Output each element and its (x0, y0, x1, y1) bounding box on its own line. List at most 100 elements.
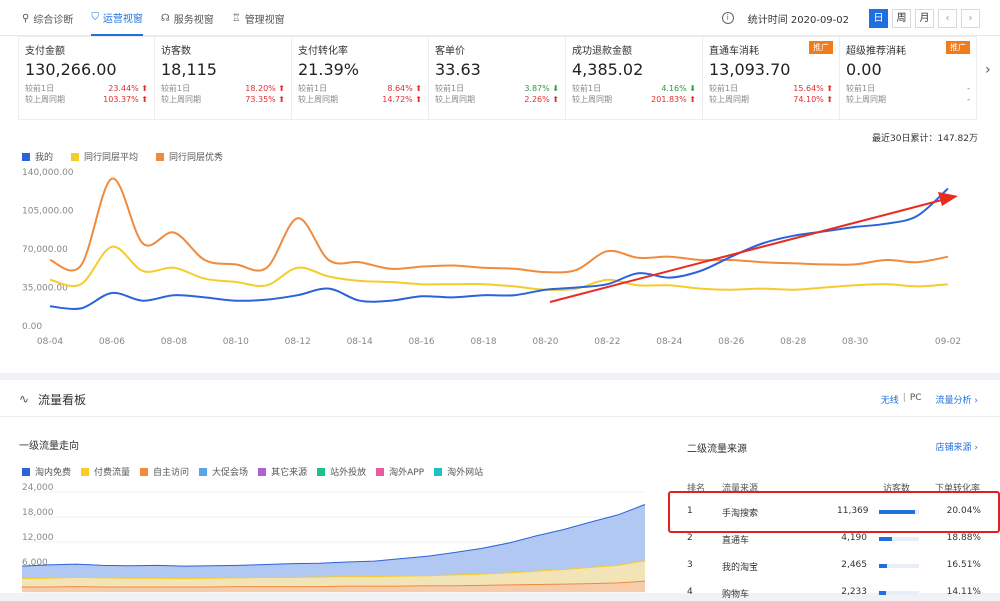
legend-item[interactable]: 站外投放 (317, 465, 366, 478)
compare-value: 8.64% ⬆ (387, 84, 422, 93)
compare-value: 15.64% ⬆ (793, 84, 833, 93)
compare-value: 3.87% ⬇ (524, 84, 559, 93)
nav-diagnosis[interactable]: ⚲ 综合诊断 (22, 0, 73, 36)
nav-service[interactable]: ☊ 服务视窗 (161, 0, 214, 36)
promo-badge[interactable]: 推广 (946, 41, 970, 54)
row-visitor-bar (879, 591, 886, 595)
legend-swatch (434, 467, 443, 476)
area-series-line-0 (21, 504, 646, 567)
compare-value: 73.35% ⬆ (245, 95, 285, 104)
area-series-line-1 (21, 560, 646, 580)
nav-operations[interactable]: ⛉ 运营视窗 (91, 0, 143, 36)
area-series-0 (22, 504, 645, 592)
compare-week: 较上周同期 73.35% ⬆ (161, 94, 285, 105)
compare-value: 2.26% ⬆ (524, 95, 559, 104)
x-tick-label: 09-02 (935, 337, 961, 347)
operations-card: 支付金额 130,266.00 较前1日 23.44% ⬆ 较上周同期 103.37% ⬆… (0, 36, 1000, 373)
compare-label: 较上周同期 (161, 95, 201, 104)
compare-label: 较前1日 (709, 84, 739, 93)
pc-link[interactable]: PC (909, 393, 922, 403)
second-level-source-title: 二级流量来源 (687, 444, 747, 455)
row-visitors: 11,369 (837, 506, 869, 516)
legend-label: 我的 (35, 153, 54, 163)
row-bar-track (879, 564, 919, 568)
legend-item[interactable]: 同行同层优秀 (156, 150, 223, 163)
metric-title: 成功退款金额 (572, 46, 632, 57)
legend-item[interactable]: 付费流量 (81, 465, 130, 478)
metric-title: 客单价 (435, 46, 465, 57)
metric-value: 4,385.02 (572, 60, 644, 79)
legend-label: 淘内免费 (35, 468, 72, 478)
next-date-button[interactable]: › (961, 8, 980, 28)
series-line-2 (49, 177, 949, 274)
compare-week: 较上周同期 14.72% ⬆ (298, 94, 422, 105)
nav-management[interactable]: ♖ 管理视窗 (232, 0, 285, 36)
row-visitors: 2,465 (841, 560, 867, 570)
compare-week: 较上周同期 74.10% ⬆ (709, 94, 833, 105)
legend-label: 站外投放 (330, 468, 367, 478)
trend-chart: 140,000.00 105,000.00 70,000.00 35,000.00 0.… (22, 168, 961, 347)
metric-title: 超级推荐消耗 (846, 46, 906, 57)
table-row[interactable]: 2 直通车 4,190 18.88% (687, 533, 987, 547)
compare-label: 较上周同期 (846, 95, 886, 104)
metric-card[interactable]: 直通车消耗 13,093.70 较前1日 15.64% ⬆ 较上周同期 74.10% ⬆ 推… (703, 36, 840, 120)
period-week-button[interactable]: 周 (892, 8, 911, 28)
promo-badge[interactable]: 推广 (809, 41, 833, 54)
legend-label: 自主访问 (153, 468, 190, 478)
area-series-1 (22, 560, 645, 592)
legend-item[interactable]: 其它来源 (258, 465, 307, 478)
legend-item[interactable]: 淘内免费 (22, 465, 71, 478)
table-row[interactable]: 4 购物车 2,233 14.11% (687, 587, 987, 601)
legend-item[interactable]: 同行同层平均 (71, 150, 138, 163)
compare-week: 较上周同期 201.83% ⬆ (572, 94, 696, 105)
row-rank: 1 (687, 506, 693, 516)
row-source: 直通车 (722, 536, 750, 546)
nav-label: 综合诊断 (33, 14, 74, 26)
shop-source-link[interactable]: 店铺来源 › (935, 443, 978, 453)
flow-analysis-link[interactable]: 流量分析 › (935, 396, 978, 406)
metric-card[interactable]: 支付转化率 21.39% 较前1日 8.64% ⬆ 较上周同期 14.72% ⬆ (292, 36, 429, 120)
row-visitor-bar (879, 510, 915, 514)
info-icon[interactable]: i (721, 12, 734, 24)
row-source: 我的淘宝 (722, 563, 759, 573)
period-day-button[interactable]: 日 (869, 8, 888, 28)
annotation-arrow-line (549, 199, 943, 303)
legend-swatch (81, 467, 90, 476)
next-metrics-icon[interactable]: › (985, 62, 991, 78)
flow-header: ∿ 流量看板 无线 | PC 流量分析 › (0, 380, 1000, 417)
compare-value: - (967, 84, 970, 93)
prev-date-button[interactable]: ‹ (938, 8, 957, 28)
compare-week: 较上周同期 - (846, 94, 970, 105)
x-tick-label: 08-06 (99, 337, 125, 347)
metric-card[interactable]: 支付金额 130,266.00 较前1日 23.44% ⬆ 较上周同期 103.37% ⬆ (18, 36, 155, 120)
row-rate: 18.88% (946, 533, 981, 543)
metric-card[interactable]: 客单价 33.63 较前1日 3.87% ⬇ 较上周同期 2.26% ⬆ (429, 36, 566, 120)
legend-label: 淘外APP (389, 468, 425, 478)
table-row[interactable]: 1 手淘搜索 11,369 20.04% (687, 506, 987, 520)
metric-card[interactable]: 超级推荐消耗 0.00 较前1日 - 较上周同期 - 推广 (840, 36, 977, 120)
metric-card[interactable]: 成功退款金额 4,385.02 较前1日 4.16% ⬇ 较上周同期 201.83% ⬆ (566, 36, 703, 120)
legend-label: 淘外网站 (447, 468, 484, 478)
legend-item[interactable]: 自主访问 (140, 465, 189, 478)
legend-item[interactable]: 大促会场 (199, 465, 248, 478)
compare-day: 较前1日 4.16% ⬇ (572, 83, 696, 94)
table-row[interactable]: 3 我的淘宝 2,465 16.51% (687, 560, 987, 574)
period-month-button[interactable]: 月 (915, 8, 934, 28)
main-nav: ⚲ 综合诊断 ⛉ 运营视窗 ☊ 服务视窗 ♖ 管理视窗 (22, 0, 303, 36)
metric-card[interactable]: 访客数 18,115 较前1日 18.20% ⬆ 较上周同期 73.35% ⬆ (155, 36, 292, 120)
compare-label: 较上周同期 (435, 95, 475, 104)
compare-label: 较上周同期 (25, 95, 65, 104)
metric-title: 访客数 (161, 46, 191, 57)
legend-swatch (258, 467, 267, 476)
legend-item[interactable]: 我的 (22, 150, 53, 163)
col-rate: 下单转化率 (935, 484, 981, 494)
legend-item[interactable]: 淘外网站 (434, 465, 483, 478)
metric-value: 21.39% (298, 60, 360, 79)
legend-item[interactable]: 淘外APP (376, 465, 424, 478)
metric-list: 支付金额 130,266.00 较前1日 23.44% ⬆ 较上周同期 103.37% ⬆… (18, 36, 977, 120)
row-bar-track (879, 537, 919, 541)
wireless-link[interactable]: 无线 (880, 396, 899, 406)
x-tick-label: 08-12 (285, 337, 311, 347)
compare-day: 较前1日 18.20% ⬆ (161, 83, 285, 94)
x-tick-label: 08-04 (37, 337, 63, 347)
